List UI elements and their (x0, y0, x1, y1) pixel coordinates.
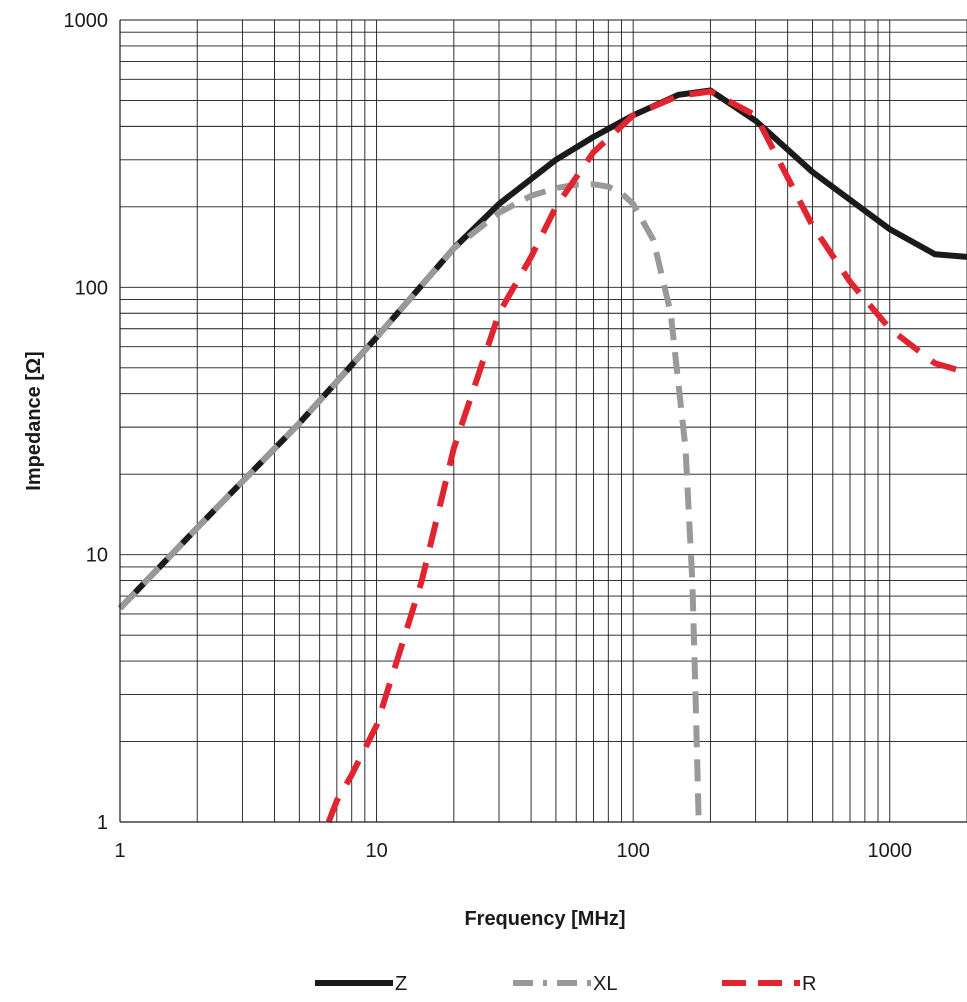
series-line-xl (117, 181, 702, 823)
legend-item-z: Z (315, 973, 407, 995)
x-tick-label: 100 (616, 840, 649, 862)
y-tick-label: 10 (86, 545, 108, 567)
x-tick-label: 10 (365, 840, 387, 862)
y-axis-label: Impedance [Ω] (23, 351, 45, 490)
series-line-r (325, 88, 967, 824)
legend-label: R (802, 973, 816, 995)
y-tick-label: 1 (97, 812, 108, 834)
legend-label: Z (395, 973, 407, 995)
legend-label: XL (593, 973, 617, 995)
legend-item-xl: XL (513, 973, 617, 995)
legend: Z XL R (315, 973, 816, 995)
x-tick-label: 1000 (868, 840, 913, 862)
plot-frame (119, 20, 967, 823)
x-axis-label: Frequency [MHz] (464, 908, 625, 930)
y-tick-label: 1000 (64, 10, 109, 32)
legend-item-r: R (722, 973, 816, 995)
series-layer (117, 87, 967, 824)
y-tick-label: 100 (75, 277, 108, 299)
series-line-z (117, 87, 967, 611)
plot-grid (119, 19, 967, 823)
x-tick-label: 1 (114, 840, 125, 862)
tick-labels: 1 10 100 1000 1 10 100 1000 (64, 10, 913, 862)
